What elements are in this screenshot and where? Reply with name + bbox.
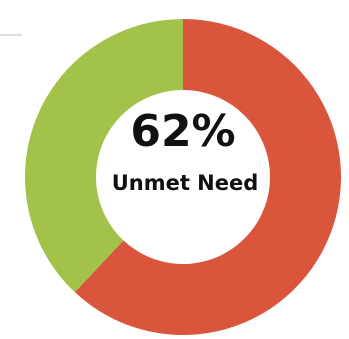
slice [74,19,342,335]
center-value: 62% [130,106,235,157]
slices [25,19,342,335]
slice [25,19,183,293]
center-label: Unmet Need [112,171,259,195]
